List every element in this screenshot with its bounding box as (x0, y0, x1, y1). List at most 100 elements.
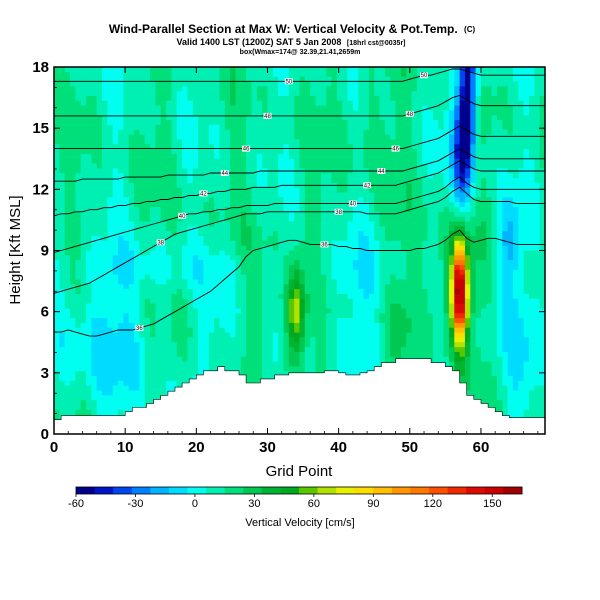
velocity-cell (107, 289, 114, 295)
velocity-cell (283, 91, 290, 97)
velocity-cell (395, 192, 402, 198)
velocity-cell (182, 139, 189, 145)
velocity-cell (368, 207, 375, 213)
velocity-cell (75, 318, 82, 324)
velocity-cell (171, 303, 178, 310)
velocity-cell (395, 134, 402, 141)
velocity-cell (443, 231, 450, 237)
velocity-cell (470, 168, 477, 174)
velocity-cell (102, 110, 108, 116)
velocity-cell (443, 134, 450, 141)
velocity-cell (486, 71, 493, 78)
velocity-cell (310, 303, 317, 310)
velocity-cell (230, 71, 237, 78)
velocity-cell (214, 245, 221, 252)
velocity-cell (80, 327, 87, 334)
velocity-cell (160, 139, 167, 145)
velocity-cell (315, 216, 322, 223)
velocity-cell (523, 144, 530, 150)
velocity-cell (267, 105, 274, 112)
velocity-cell (416, 100, 423, 107)
velocity-cell (480, 173, 487, 179)
velocity-cell (246, 134, 253, 141)
velocity-cell (155, 293, 162, 300)
velocity-cell (518, 115, 525, 121)
velocity-cell (251, 192, 258, 198)
velocity-cell (224, 178, 231, 184)
velocity-cell (283, 255, 290, 261)
velocity-cell (336, 202, 343, 208)
velocity-cell (59, 124, 66, 131)
velocity-cell (80, 264, 87, 271)
velocity-cell (470, 81, 477, 87)
velocity-cell (464, 163, 471, 170)
velocity-cell (480, 245, 487, 252)
velocity-cell (528, 279, 535, 285)
velocity-cell (454, 284, 461, 290)
velocity-cell (267, 86, 274, 92)
velocity-cell (203, 289, 210, 295)
velocity-cell (155, 134, 162, 141)
velocity-cell (91, 100, 98, 107)
velocity-cell (166, 139, 173, 145)
velocity-cell (406, 149, 413, 155)
velocity-cell (523, 95, 530, 102)
velocity-cell (203, 221, 210, 227)
velocity-cell (75, 269, 82, 276)
velocity-cell (219, 226, 226, 232)
velocity-cell (475, 100, 482, 107)
velocity-cell (107, 95, 114, 102)
velocity-cell (406, 192, 413, 198)
velocity-cell (224, 308, 231, 314)
velocity-cell (150, 115, 157, 121)
velocity-cell (486, 298, 493, 305)
velocity-cell (192, 274, 199, 281)
velocity-cell (144, 318, 151, 324)
velocity-cell (523, 293, 530, 300)
velocity-cell (304, 139, 311, 145)
velocity-cell (395, 178, 402, 184)
velocity-cell (107, 144, 114, 150)
velocity-cell (214, 298, 221, 305)
velocity-cell (486, 86, 493, 92)
velocity-cell (192, 173, 199, 179)
velocity-cell (278, 173, 285, 179)
velocity-cell (374, 71, 381, 78)
velocity-cell (539, 115, 545, 121)
velocity-cell (182, 153, 189, 160)
velocity-cell (454, 221, 461, 227)
velocity-cell (336, 158, 343, 165)
velocity-cell (443, 313, 450, 319)
velocity-cell (166, 173, 173, 179)
velocity-cell (480, 158, 487, 165)
velocity-cell (358, 308, 365, 314)
velocity-cell (363, 231, 370, 237)
velocity-cell (539, 182, 545, 189)
velocity-cell (518, 100, 525, 107)
velocity-cell (182, 163, 189, 170)
velocity-cell (528, 105, 535, 112)
velocity-cell (59, 76, 66, 83)
velocity-cell (432, 264, 439, 271)
velocity-cell (427, 178, 434, 184)
velocity-cell (267, 153, 274, 160)
velocity-cell (448, 216, 455, 223)
velocity-cell (96, 231, 103, 237)
velocity-cell (422, 163, 429, 170)
velocity-cell (486, 192, 493, 198)
velocity-cell (144, 163, 151, 170)
velocity-cell (123, 197, 130, 203)
velocity-cell (59, 144, 66, 150)
velocity-cell (432, 124, 439, 131)
velocity-cell (144, 216, 151, 223)
velocity-cell (192, 110, 199, 116)
velocity-cell (363, 95, 370, 102)
velocity-cell (203, 269, 210, 276)
velocity-cell (384, 91, 391, 97)
velocity-cell (326, 100, 333, 107)
velocity-cell (320, 134, 327, 141)
velocity-cell (358, 216, 365, 223)
velocity-cell (336, 91, 343, 97)
velocity-cell (464, 91, 471, 97)
velocity-cell (336, 192, 343, 198)
